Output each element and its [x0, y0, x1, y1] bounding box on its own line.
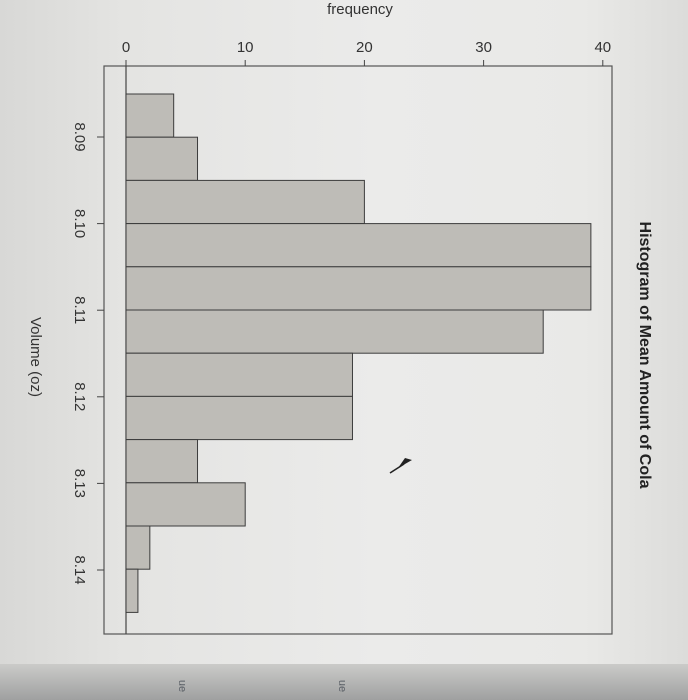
x-tick-label: 8.12	[71, 382, 88, 411]
plot-border	[103, 65, 613, 635]
histogram-bar	[125, 309, 544, 354]
y-tick-label: 10	[237, 39, 254, 56]
x-axis-title: Volume (oz)	[27, 317, 44, 397]
histogram-bar	[125, 266, 592, 311]
histogram-bar	[125, 352, 353, 397]
bottom-screen-edge	[0, 664, 688, 700]
x-tick-label: 8.13	[71, 469, 88, 498]
y-axis-title: frequency	[327, 1, 393, 18]
cursor-arrow-icon	[389, 458, 412, 474]
y-tick-label: 0	[122, 39, 130, 56]
histogram-bar	[125, 439, 199, 484]
histogram-bar	[125, 136, 199, 181]
histogram-bar	[125, 482, 246, 527]
cropped-text-fragment: ue	[176, 679, 189, 693]
histogram-bar	[125, 568, 139, 613]
histogram-bar	[125, 395, 353, 441]
histogram-bar	[125, 223, 592, 268]
y-axis-ticks: 0 10 20 30 40	[122, 39, 611, 66]
y-tick-label: 40	[594, 39, 611, 56]
cropped-text-fragment: ue	[336, 679, 349, 693]
histogram-bar	[125, 525, 151, 570]
x-tick-label: 8.10	[71, 209, 88, 238]
histogram-bar	[125, 179, 365, 225]
x-tick-label: 8.09	[71, 122, 88, 151]
x-tick-label: 8.11	[71, 296, 88, 324]
x-axis-ticks: 8.09 8.10 8.11 8.12 8.13 8.14	[71, 122, 104, 585]
bars-group	[125, 93, 592, 613]
x-tick-label: 8.14	[71, 555, 88, 584]
y-tick-label: 30	[475, 39, 492, 56]
y-tick-label: 20	[356, 39, 373, 56]
histogram-chart: 8.09 8.10 8.11 8.12 8.13 8.14 0 10 20 30 40 frequ…	[27, 1, 653, 635]
histogram-bar	[125, 93, 175, 138]
chart-title: Histogram of Mean Amount of Cola	[636, 222, 653, 489]
